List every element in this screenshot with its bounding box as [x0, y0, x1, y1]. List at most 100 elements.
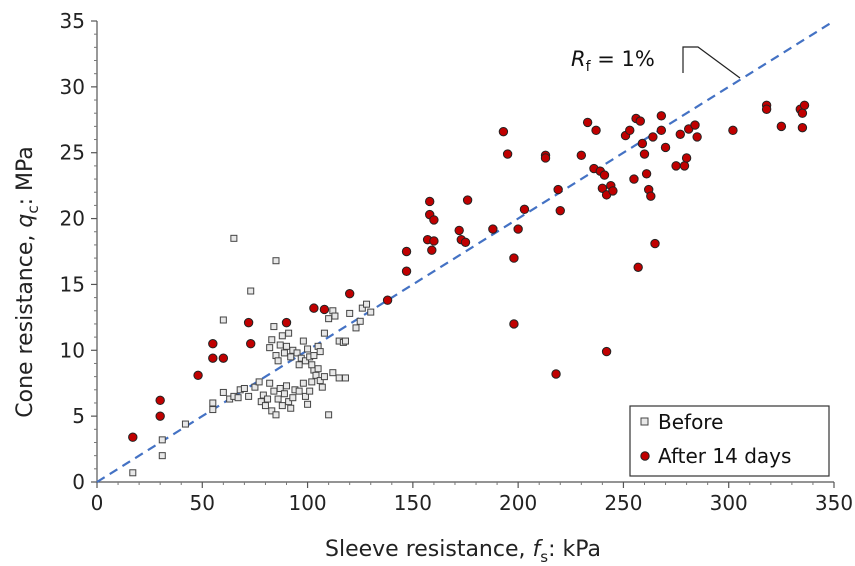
before-point — [219, 316, 227, 324]
before-point — [356, 317, 364, 325]
after-point — [599, 170, 610, 180]
x-tick-label: 100 — [288, 491, 326, 515]
before-point — [278, 402, 286, 410]
x-axis-title-main: Sleeve resistance, — [325, 537, 533, 562]
before-point — [308, 378, 316, 386]
x-tick-label: 150 — [394, 491, 432, 515]
before-point — [245, 392, 253, 400]
after-point — [155, 411, 165, 421]
after-point — [650, 238, 660, 249]
legend: Before After 14 days — [629, 405, 830, 477]
y-tick-label: 15 — [60, 272, 85, 296]
before-point — [346, 309, 354, 317]
axes — [96, 21, 834, 483]
before-point — [266, 379, 274, 387]
after-point — [208, 353, 218, 363]
before-point — [306, 387, 314, 395]
after-point — [498, 126, 509, 137]
after-point — [155, 395, 165, 406]
after-point — [799, 100, 810, 110]
before-point — [341, 337, 349, 345]
before-point — [325, 411, 333, 419]
before-point — [283, 382, 291, 390]
after-point — [513, 224, 523, 234]
before-point — [312, 371, 320, 379]
axis-ticks: 0 50 100 150 200 250 300 350 0 5 10 15 20 25 30 35 — [60, 9, 854, 515]
before-point — [287, 404, 295, 412]
before-point — [304, 400, 312, 408]
before-point — [268, 407, 276, 415]
after-point — [797, 122, 808, 133]
before-point — [295, 361, 303, 369]
before-point — [289, 394, 297, 402]
y-tick-label: 25 — [60, 141, 85, 165]
after-point — [382, 295, 393, 305]
before-point — [272, 257, 280, 265]
before-point — [301, 392, 309, 400]
rf-annotation: Rf = 1% — [571, 46, 741, 79]
x-axis-title: Sleeve resistance, fs: kPa — [325, 537, 601, 566]
before-point — [158, 436, 166, 444]
after-point — [637, 138, 648, 149]
before-point — [320, 329, 328, 337]
after-point — [218, 353, 229, 363]
after-point — [675, 129, 685, 139]
after-point — [635, 116, 645, 126]
after-point — [639, 149, 650, 159]
after-point — [208, 339, 218, 349]
before-point — [331, 312, 339, 320]
before-point — [341, 374, 349, 382]
x-tick-label: 50 — [190, 491, 215, 515]
before-point — [181, 420, 189, 428]
x-tick-label: 300 — [710, 491, 748, 515]
before-point — [247, 287, 255, 295]
before-point — [318, 383, 326, 391]
before-point — [310, 352, 318, 360]
rf-value: = 1% — [591, 47, 655, 71]
before-point — [158, 452, 166, 460]
before-point — [270, 323, 278, 331]
before-series — [129, 234, 375, 477]
after-point — [660, 142, 671, 153]
legend-label-before: Before — [658, 410, 723, 434]
x-axis-title-unit: : kPa — [548, 537, 601, 562]
after-point — [591, 125, 601, 136]
rf-subscript: f — [586, 59, 592, 75]
rf-annotation-label: Rf = 1% — [571, 47, 655, 75]
before-point — [266, 344, 274, 352]
after-point — [690, 120, 700, 130]
after-point — [401, 246, 412, 257]
before-point — [240, 384, 248, 392]
y-axis-title-main: Cone resistance, — [13, 228, 38, 418]
after-point — [246, 339, 256, 349]
after-point — [488, 224, 498, 234]
after-point — [319, 304, 330, 315]
after-point — [551, 369, 561, 379]
after-point — [502, 149, 513, 159]
before-point — [363, 300, 371, 308]
after-point — [641, 169, 652, 179]
before-point — [272, 411, 280, 419]
before-point — [261, 402, 269, 410]
before-point — [335, 374, 343, 382]
after-point — [460, 237, 471, 247]
before-point — [234, 394, 242, 402]
before-point — [274, 395, 282, 403]
before-point — [264, 395, 272, 403]
after-point — [429, 236, 439, 246]
before-point — [259, 391, 267, 399]
before-point — [301, 357, 309, 365]
before-point — [316, 377, 324, 385]
after-point — [728, 125, 738, 136]
before-point — [285, 329, 293, 337]
after-point — [646, 191, 656, 201]
legend-marker-before — [640, 417, 649, 426]
before-point — [308, 361, 316, 369]
y-tick-label: 5 — [72, 404, 85, 428]
before-point — [299, 379, 307, 387]
before-point — [287, 353, 295, 361]
after-point — [679, 161, 690, 171]
y-tick-label: 0 — [72, 470, 85, 494]
after-point — [128, 432, 138, 442]
x-tick-label: 200 — [499, 491, 537, 515]
